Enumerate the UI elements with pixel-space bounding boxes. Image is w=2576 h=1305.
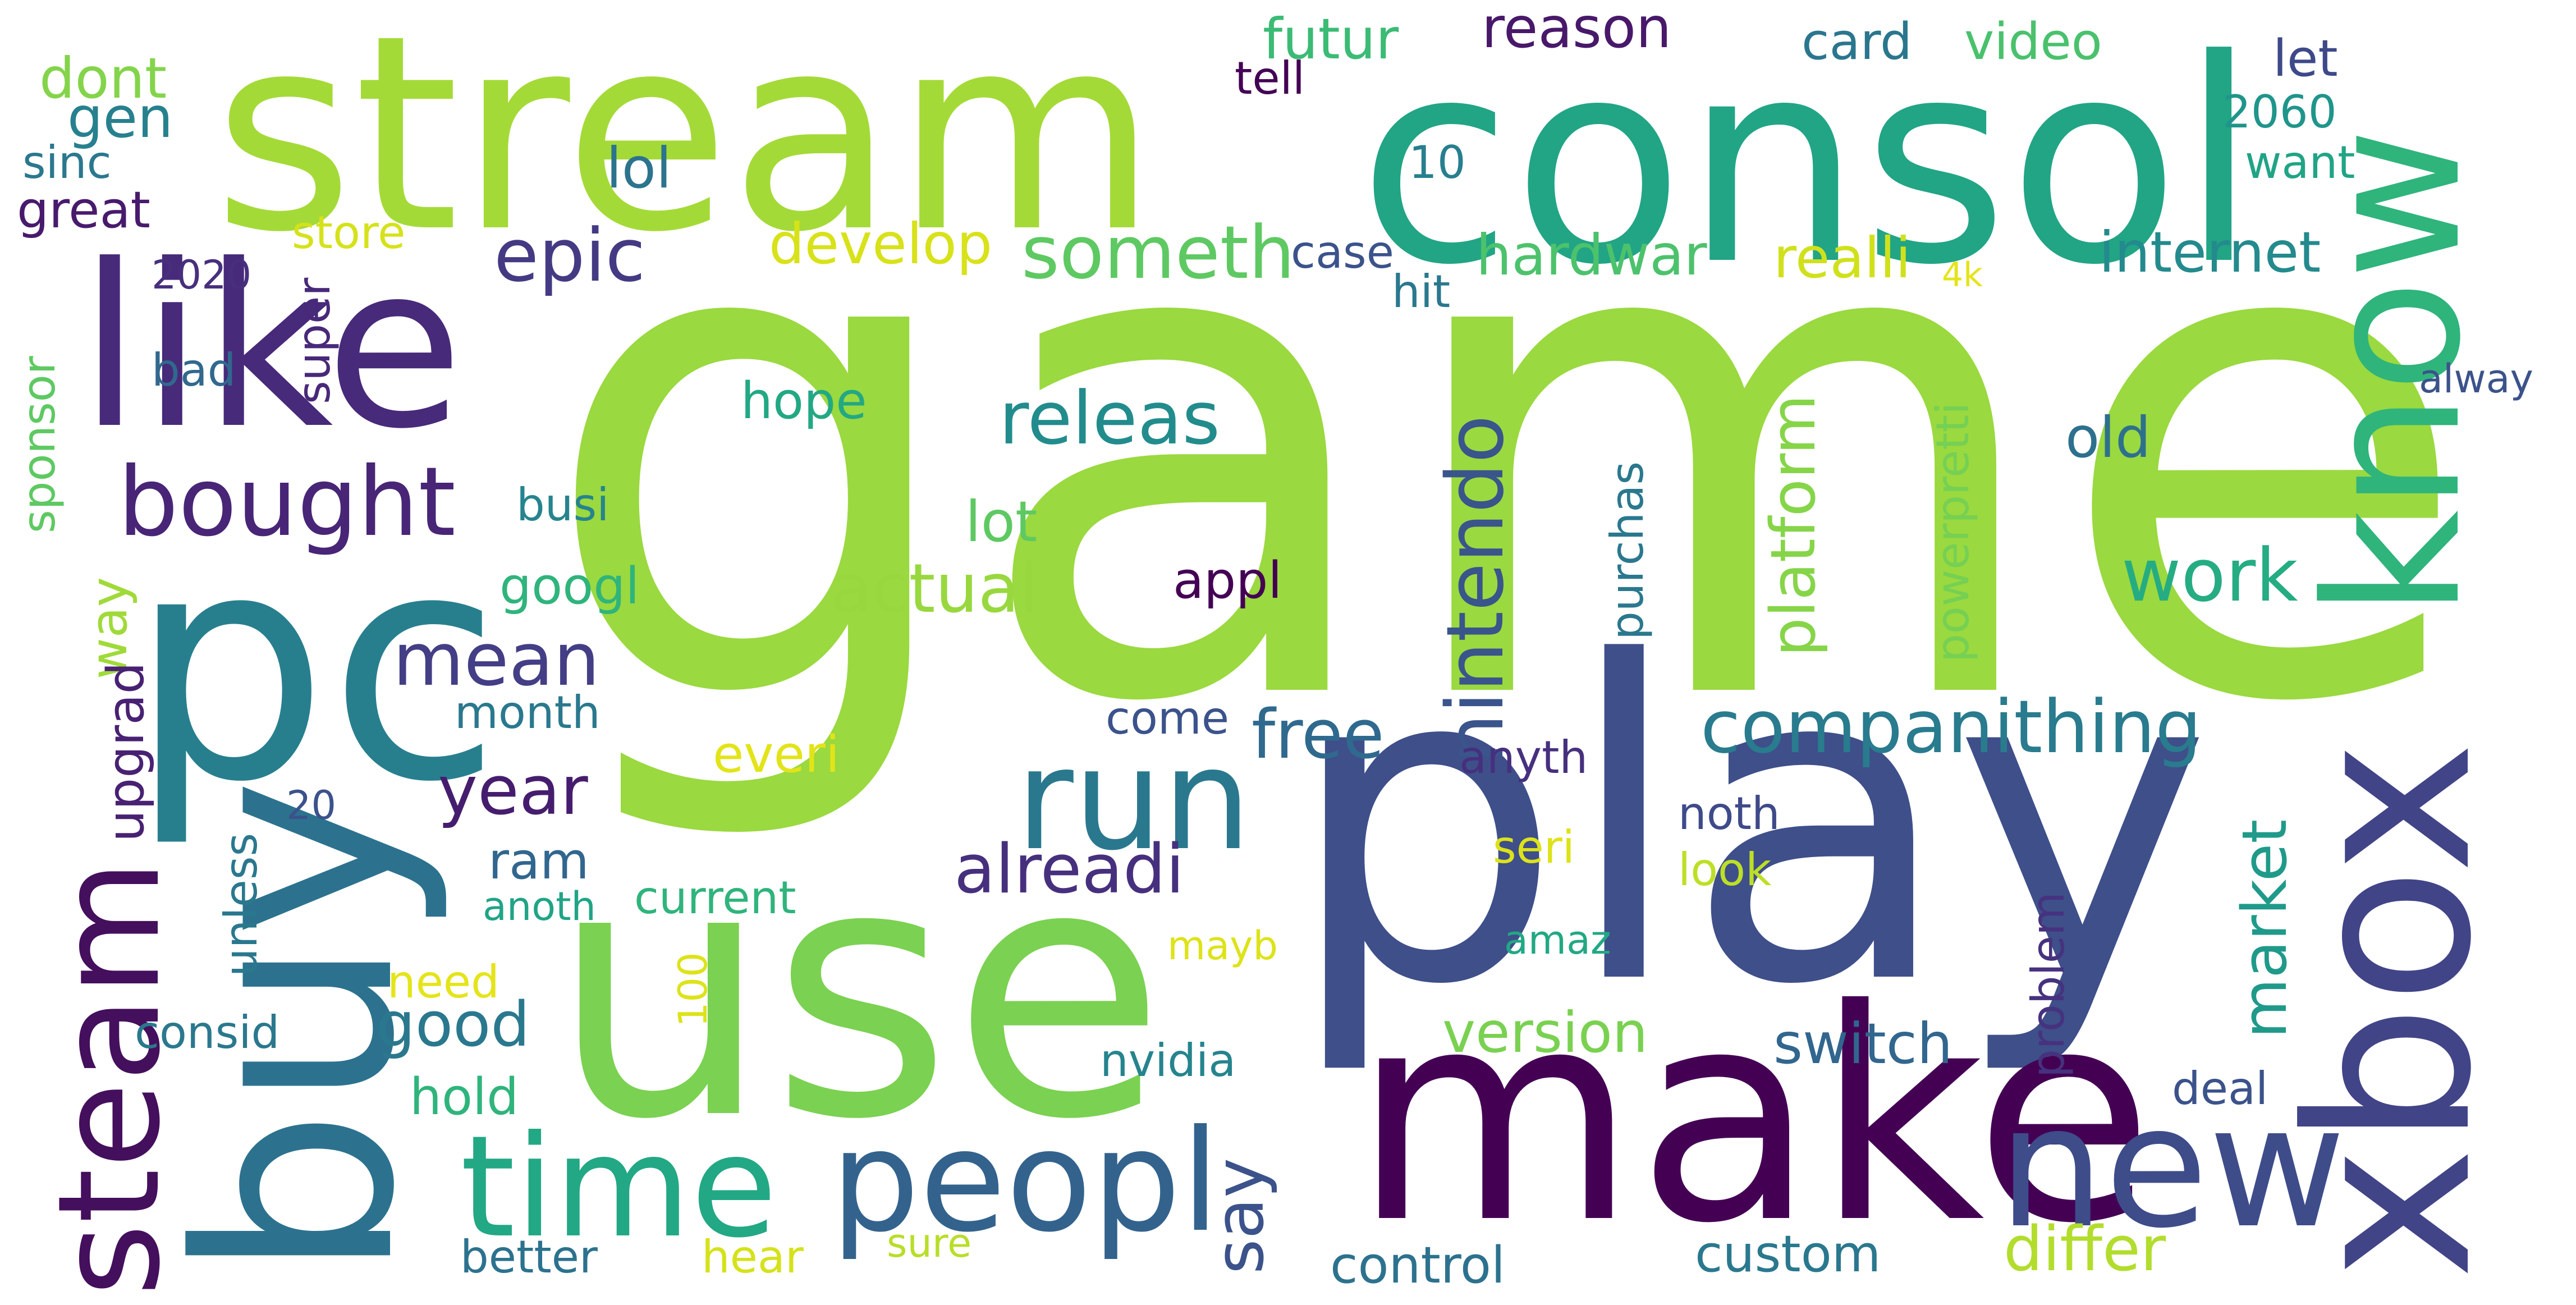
word-2020: 2020 <box>152 252 252 298</box>
word-anyth: anyth <box>1459 731 1588 784</box>
word-100: 100 <box>670 952 716 1027</box>
word-busi: busi <box>516 479 609 531</box>
word-anoth: anoth <box>483 883 596 929</box>
word-hope: hope <box>741 372 867 431</box>
word-sure: sure <box>887 1220 972 1266</box>
word-upgrad: upgrad <box>97 662 155 842</box>
word-releas: releas <box>999 376 1221 461</box>
word-consid: consid <box>135 1006 280 1059</box>
word-amaz: amaz <box>1504 917 1611 963</box>
word-game: game <box>538 56 2474 851</box>
word-work: work <box>2121 533 2298 618</box>
word-like: like <box>79 217 464 478</box>
word-need: need <box>387 956 499 1008</box>
word-alway: alway <box>2419 356 2533 402</box>
word-market: market <box>2229 819 2300 1038</box>
word-alreadi: alreadi <box>954 831 1185 909</box>
word-month: month <box>455 686 601 739</box>
word-control: control <box>1330 1236 1505 1295</box>
word-card: card <box>1802 12 1913 71</box>
word-bought: bought <box>118 447 456 558</box>
word-platform: platform <box>1757 394 1829 657</box>
word-noth: noth <box>1678 787 1780 840</box>
word-epic: epic <box>494 213 646 298</box>
word-say: say <box>1201 1157 1279 1274</box>
word-lol: lol <box>606 135 672 201</box>
word-super: super <box>288 277 340 404</box>
word-develop: develop <box>769 211 993 277</box>
word-hold: hold <box>410 1068 519 1127</box>
word-play: play <box>1285 570 2212 1080</box>
word-stream: stream <box>213 0 1158 291</box>
word-gen: gen <box>67 85 173 150</box>
word-pc: pc <box>129 485 502 851</box>
word-hear: hear <box>702 1231 804 1283</box>
word-let: let <box>2273 29 2338 88</box>
word-steam: steam <box>27 859 191 1297</box>
word-2060: 2060 <box>2222 86 2337 138</box>
word-sinc: sinc <box>22 136 112 189</box>
word-consol: consol <box>1358 0 2258 326</box>
word-companithing: companithing <box>1700 684 2202 770</box>
word-look: look <box>1678 844 1772 896</box>
word-appl: appl <box>1173 551 1282 610</box>
word-10: 10 <box>1409 136 1466 189</box>
word-internet: internet <box>2099 219 2321 285</box>
word-peopl: peopl <box>831 1100 1220 1263</box>
word-tell: tell <box>1235 52 1305 104</box>
word-great: great <box>17 181 150 240</box>
word-problem: problem <box>2022 891 2074 1078</box>
word-new: new <box>1998 1069 2346 1265</box>
word-custom: custom <box>1695 1225 1881 1284</box>
word-store: store <box>292 207 406 259</box>
word-old: old <box>2065 405 2151 470</box>
word-ram: ram <box>488 832 589 891</box>
word-mean: mean <box>393 617 600 702</box>
word-futur: futur <box>1263 6 1399 72</box>
word-want: want <box>2245 136 2355 189</box>
word-nvidia: nvidia <box>1100 1034 1236 1087</box>
word-make: make <box>1353 947 2154 1287</box>
word-version: version <box>1442 1000 1648 1065</box>
word-seri: seri <box>1493 821 1575 873</box>
word-video: video <box>1964 12 2102 71</box>
word-hit: hit <box>1392 265 1451 318</box>
word-someth: someth <box>1021 210 1295 295</box>
word-purchas: purchas <box>1601 461 1653 640</box>
word-hardwar: hardwar <box>1476 222 1707 288</box>
word-switch: switch <box>1773 1011 1953 1077</box>
word-everi: everi <box>713 725 840 784</box>
word-lot: lot <box>965 489 1038 555</box>
word-reason: reason <box>1482 0 1672 61</box>
word-case: case <box>1291 226 1394 278</box>
word-differ: differ <box>2004 1213 2166 1285</box>
word-time: time <box>460 1105 777 1269</box>
word-better: better <box>460 1231 598 1283</box>
word-googl: googl <box>499 557 640 616</box>
word-4k: 4k <box>1942 255 1983 295</box>
word-powerpretti: powerpretti <box>1927 402 1979 662</box>
word-actual: actual <box>831 550 1038 628</box>
word-mayb: mayb <box>1167 923 1278 969</box>
word-free: free <box>1252 696 1385 774</box>
word-realli: realli <box>1773 225 1912 291</box>
word-good: good <box>376 988 530 1060</box>
word-use: use <box>550 791 1166 1196</box>
word-bad: bad <box>152 344 236 396</box>
word-year: year <box>438 752 588 830</box>
word-current: current <box>634 872 796 924</box>
word-deal: deal <box>2172 1063 2268 1115</box>
word-20: 20 <box>286 782 337 828</box>
word-unless: unless <box>215 832 267 977</box>
word-sponsor: sponsor <box>13 356 65 533</box>
word-nintendo: nintendo <box>1430 415 1521 763</box>
word-run: run <box>1016 718 1252 881</box>
word-come: come <box>1106 692 1230 744</box>
word-dont: dont <box>39 45 167 111</box>
